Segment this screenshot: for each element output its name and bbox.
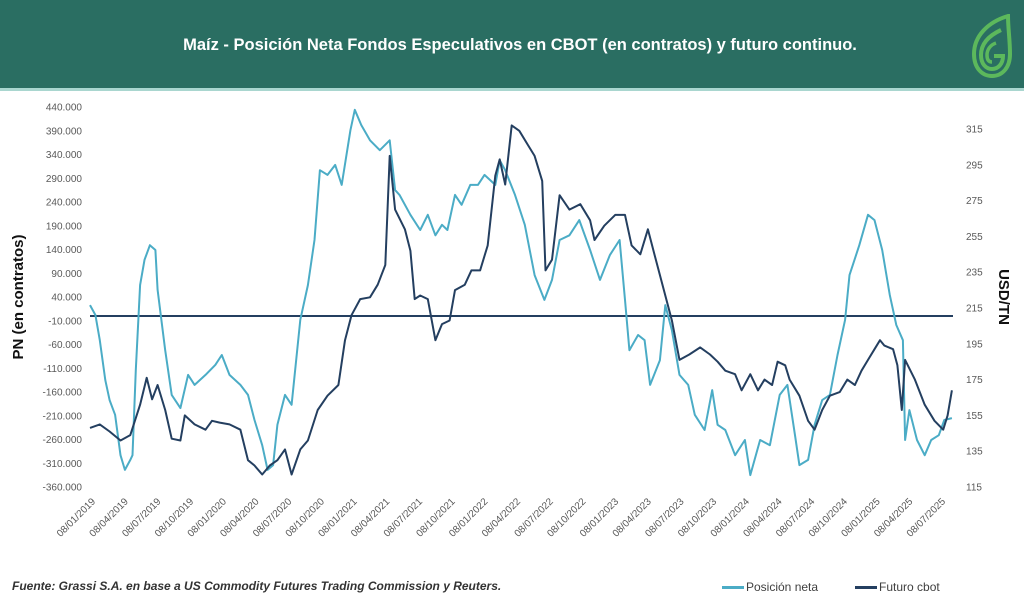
right-axis-title: USD/TN [995,269,1012,325]
left-axis-tick-label: 340.000 [46,150,83,161]
series-posicion-neta-line [89,108,953,477]
right-axis-tick-label: 215 [966,304,983,315]
right-axis-tick-label: 315 [966,125,983,136]
left-axis-tick-label: -310.000 [43,459,83,470]
legend-item-futuro-cbot: Futuro cbot [855,580,940,594]
right-axis-ticks: 315 295 275 255 235 215 195 175 155 135 115 [966,125,983,494]
right-axis-tick-label: 195 [966,339,983,350]
left-axis-tick-label: 240.000 [46,198,83,209]
left-axis-tick-label: -60.000 [48,340,82,351]
right-axis-tick-label: 255 [966,232,983,243]
legend-swatch [722,585,744,589]
legend-label: Futuro cbot [879,580,940,594]
right-axis-tick-label: 155 [966,411,983,422]
left-axis-tick-label: -10.000 [48,316,82,327]
right-axis-tick-label: 115 [966,483,982,494]
right-axis-tick-label: 275 [966,196,983,207]
chart-title: Maíz - Posición Neta Fondos Especulativo… [183,36,857,54]
left-axis-tick-label: -210.000 [43,411,83,422]
left-axis-ticks: 440.000 390.000 340.000 290.000 240.000 190.0… [43,103,83,494]
left-axis-tick-label: -160.000 [43,388,83,399]
x-axis-ticks: 08/01/201908/04/201908/07/201908/10/2019… [55,496,948,539]
left-axis-tick-label: 390.000 [46,126,83,137]
left-axis-tick-label: 140.000 [46,245,83,256]
legend-label: Posición neta [746,580,819,594]
legend-swatch [855,585,877,589]
right-axis-tick-label: 135 [966,447,983,458]
left-axis-tick-label: -260.000 [43,435,83,446]
left-axis-title: PN (en contratos) [10,234,27,359]
header-banner: Maíz - Posición Neta Fondos Especulativo… [0,0,1024,91]
left-axis-tick-label: 40.000 [51,293,82,304]
right-axis-tick-label: 175 [966,375,983,386]
legend-item-posicion-neta: Posición neta [722,580,818,594]
left-axis-tick-label: -110.000 [43,364,82,375]
left-axis-tick-label: -360.000 [43,483,83,494]
right-axis-tick-label: 235 [966,268,983,279]
right-axis-tick-label: 295 [966,160,983,171]
left-axis-tick-label: 290.000 [46,174,83,185]
left-axis-tick-label: 90.000 [51,269,82,280]
left-axis-tick-label: 190.000 [46,221,83,232]
series-futuro-cbot-line [89,124,953,476]
source-footnote: Fuente: Grassi S.A. en base a US Commodi… [12,579,502,593]
left-axis-tick-label: 440.000 [46,103,83,114]
grassi-leaf-logo-icon [971,14,1013,79]
